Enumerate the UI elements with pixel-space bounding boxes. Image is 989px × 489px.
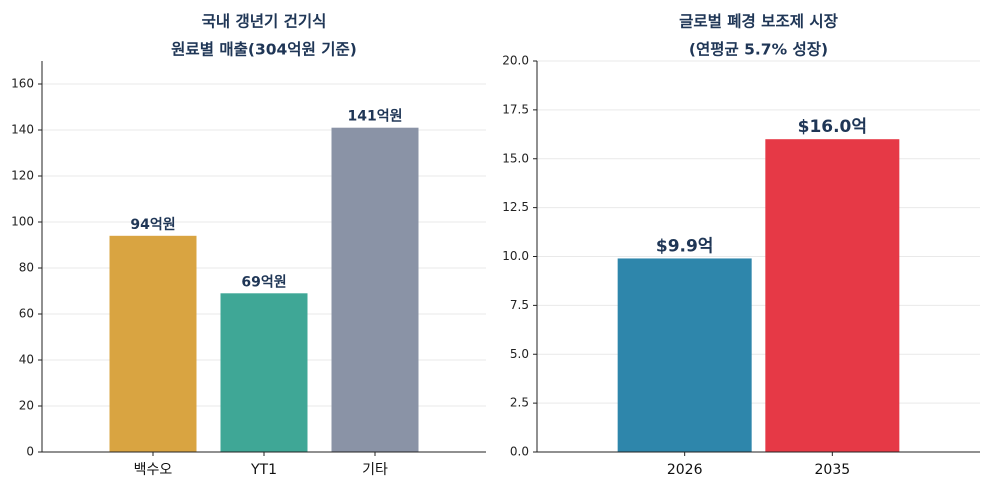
chart-1-bar-3	[331, 127, 419, 452]
chart-2-ytick-label: 10.0	[502, 249, 529, 263]
chart-2-ytick-label: 15.0	[502, 151, 529, 165]
chart-1-bar-2	[220, 293, 308, 452]
chart-1-title-line-1: 국내 갱년기 건기식	[202, 12, 327, 31]
chart-2-ytick-label: 2.5	[510, 396, 529, 410]
chart-1-ytick-label: 120	[11, 169, 34, 183]
chart-1-category-label-3: 기타	[362, 462, 388, 478]
chart-2-title-line-1: 글로벌 폐경 보조제 시장	[679, 12, 839, 31]
chart-2-data-label-2: $16.0억	[798, 117, 867, 137]
chart-2-category-label-2: 2035	[815, 462, 851, 478]
chart-1-ytick-label: 60	[19, 307, 34, 321]
chart-2-ytick-label: 7.5	[510, 298, 529, 312]
chart-1-data-label-2: 69억원	[241, 274, 286, 290]
chart-1-ytick-label: 160	[11, 77, 34, 91]
chart-1-ytick-label: 100	[11, 215, 34, 229]
chart-2-ytick-label: 17.5	[502, 102, 529, 116]
chart-1-data-label-1: 94억원	[130, 217, 175, 233]
chart-2-data-label-1: $9.9억	[656, 236, 714, 256]
chart-1-bar-1	[109, 235, 197, 452]
chart-2-category-label-1: 2026	[667, 462, 703, 478]
chart-1-ytick-label: 0	[26, 445, 34, 459]
chart-1-title-line-2: 원료별 매출(304억원 기준)	[171, 40, 357, 59]
chart-1-ytick-label: 140	[11, 123, 34, 137]
chart-1-ytick-label: 20	[19, 399, 34, 413]
chart-1-category-label-2: YT1	[250, 462, 277, 478]
chart-1-data-label-3: 141억원	[348, 109, 403, 125]
chart-2-title-line-2: (연평균 5.7% 성장)	[689, 41, 828, 59]
chart-1-ytick-label: 40	[19, 353, 34, 367]
chart-1-ytick-label: 80	[19, 261, 34, 275]
chart-2-ytick-label: 0.0	[510, 445, 529, 459]
chart-2-ytick-label: 5.0	[510, 347, 529, 361]
chart-1-category-label-1: 백수오	[134, 462, 173, 478]
chart-2-bar-2	[765, 139, 900, 452]
chart-2-ytick-label: 12.5	[502, 200, 529, 214]
chart-2-ytick-label: 20.0	[502, 54, 529, 68]
chart-2-bar-1	[617, 258, 752, 452]
